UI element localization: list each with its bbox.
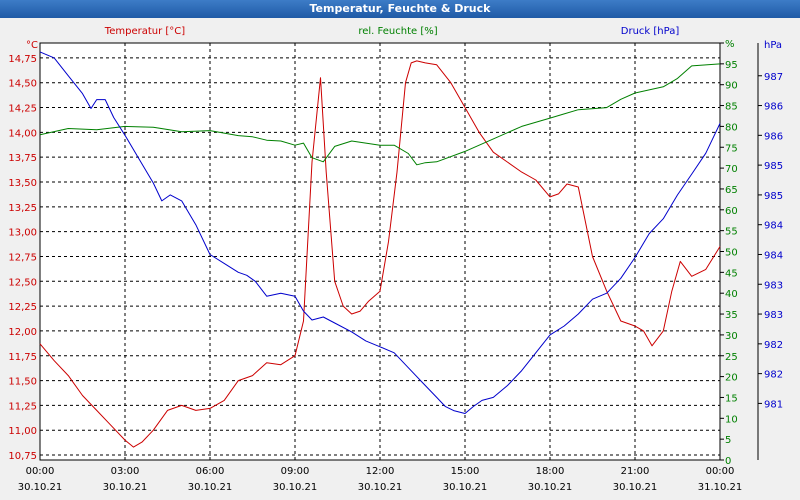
temp-tick-label: 13,00	[8, 228, 37, 239]
temp-tick-label: 13,75	[8, 153, 37, 164]
press-tick-label: 984	[764, 250, 783, 261]
hum-tick-label: 10	[725, 414, 738, 425]
hum-tick-label: 15	[725, 393, 738, 404]
x-tick-time: 09:00	[281, 466, 310, 477]
x-tick-date: 30.10.21	[273, 482, 318, 493]
temp-tick-label: 14,50	[8, 79, 37, 90]
temp-axis-label: Temperatur [°C]	[104, 26, 185, 37]
x-tick-time: 18:00	[536, 466, 565, 477]
press-tick-label: 982	[764, 370, 783, 381]
temp-tick-label: 12,50	[8, 277, 37, 288]
hum-tick-label: 25	[725, 352, 738, 363]
x-tick-date: 30.10.21	[188, 482, 233, 493]
hum-tick-label: 65	[725, 185, 738, 196]
press-tick-label: 983	[764, 280, 783, 291]
hum-tick-label: 85	[725, 102, 738, 113]
hum-tick-label: 55	[725, 227, 738, 238]
hum-tick-label: 90	[725, 81, 738, 92]
x-tick-time: 06:00	[196, 466, 225, 477]
hum-tick-label: 80	[725, 122, 738, 133]
hum-tick-label: 40	[725, 289, 738, 300]
press-tick-label: 984	[764, 221, 783, 232]
temp-tick-label: 11,75	[8, 352, 37, 363]
hum-tick-label: 35	[725, 310, 738, 321]
press-tick-label: 986	[764, 102, 783, 113]
chart: 00:00 30.10.21 03:00 30.10.21 06:00 30.10.21 0…	[0, 18, 800, 500]
x-tick-time: 12:00	[366, 466, 395, 477]
hum-tick-label: 30	[725, 331, 738, 342]
temp-tick-label: 13,50	[8, 178, 37, 189]
temp-tick-label: 11,50	[8, 377, 37, 388]
x-tick-date: 30.10.21	[443, 482, 488, 493]
hum-tick-label: 5	[725, 435, 731, 446]
temp-tick-label: 11,25	[8, 401, 37, 412]
x-tick-time: 00:00	[706, 466, 735, 477]
press-axis-label: Druck [hPa]	[621, 26, 680, 37]
grid	[40, 43, 720, 460]
press-tick-label: 987	[764, 72, 783, 83]
press-tick-label: 986	[764, 131, 783, 142]
hum-tick-label: 45	[725, 268, 738, 279]
x-tick-date: 30.10.21	[613, 482, 658, 493]
press-unit-label: hPa	[764, 40, 782, 51]
temp-tick-label: 12,00	[8, 327, 37, 338]
press-tick-label: 981	[764, 399, 783, 410]
hum-tick-label: %	[725, 39, 735, 50]
window-title: Temperatur, Feuchte & Druck	[0, 0, 800, 18]
x-tick-time: 03:00	[111, 466, 140, 477]
hum-tick-label: 95	[725, 60, 738, 71]
plot-area	[39, 42, 721, 461]
hum-tick-label: 0	[725, 456, 731, 467]
x-tick-date: 30.10.21	[18, 482, 63, 493]
temp-tick-label: 14,75	[8, 54, 37, 65]
temp-tick-label: 11,00	[8, 426, 37, 437]
temp-tick-label: 14,25	[8, 104, 37, 115]
ticks: 00:00 30.10.21 03:00 30.10.21 06:00 30.10.21 0…	[8, 39, 783, 493]
temp-tick-label: 14,00	[8, 128, 37, 139]
temp-tick-label: 10,75	[8, 451, 37, 462]
temp-tick-label: 12,75	[8, 252, 37, 263]
x-tick-date: 31.10.21	[698, 482, 743, 493]
hum-tick-label: 60	[725, 206, 738, 217]
pressure-series-line	[39, 51, 721, 414]
humidity-series-line	[39, 63, 721, 166]
temp-unit-label: °C	[26, 40, 38, 51]
hum-axis-label: rel. Feuchte [%]	[358, 26, 437, 37]
hum-tick-label: 75	[725, 143, 738, 154]
temp-tick-label: 12,25	[8, 302, 37, 313]
x-tick-time: 15:00	[451, 466, 480, 477]
press-tick-label: 985	[764, 191, 783, 202]
hum-tick-label: 70	[725, 164, 738, 175]
x-tick-date: 30.10.21	[103, 482, 148, 493]
x-tick-time: 21:00	[621, 466, 650, 477]
hum-tick-label: 50	[725, 248, 738, 259]
temp-tick-label: 13,25	[8, 203, 37, 214]
temperature-series-line	[39, 60, 721, 448]
press-tick-label: 985	[764, 161, 783, 172]
hum-tick-label: 20	[725, 373, 738, 384]
press-tick-label: 983	[764, 310, 783, 321]
x-tick-time: 00:00	[26, 466, 55, 477]
series-layer	[39, 51, 721, 448]
press-tick-label: 982	[764, 340, 783, 351]
x-tick-date: 30.10.21	[528, 482, 573, 493]
x-tick-date: 30.10.21	[358, 482, 403, 493]
